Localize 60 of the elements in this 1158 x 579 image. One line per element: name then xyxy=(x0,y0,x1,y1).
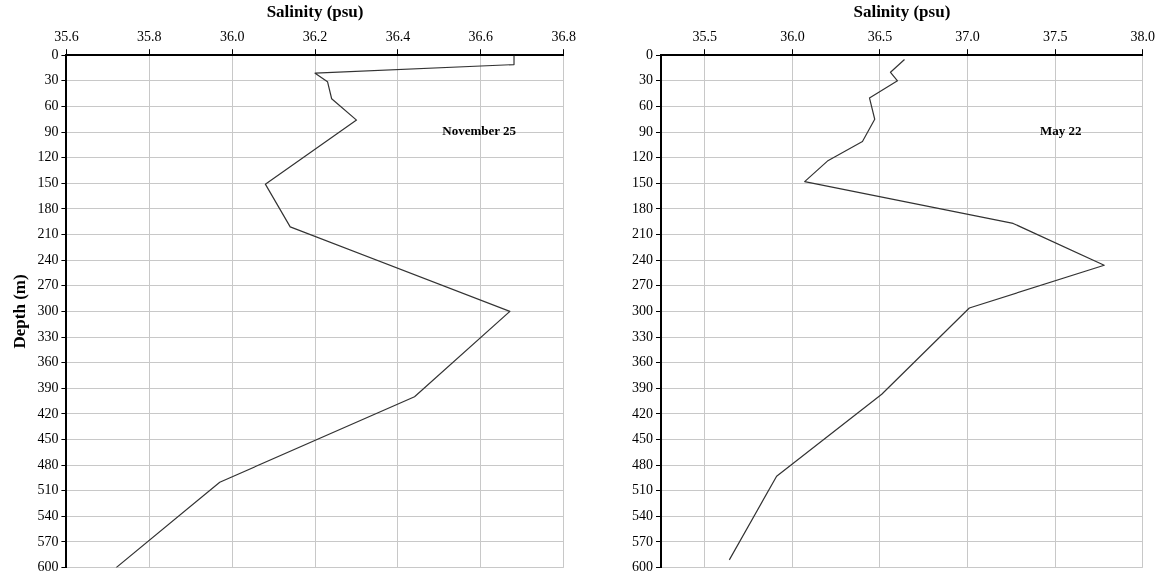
y-tick-label: 90 xyxy=(639,123,653,139)
y-tick-label: 510 xyxy=(632,482,653,498)
y-tick-label: 360 xyxy=(632,354,653,370)
y-tick-label: 330 xyxy=(37,328,59,344)
y-tick-label: 600 xyxy=(632,559,653,575)
y-tick-label: 60 xyxy=(44,98,59,114)
x-tick-label: 36.0 xyxy=(219,29,245,45)
y-tick-label: 510 xyxy=(37,482,59,498)
x-tick-label: 35.6 xyxy=(54,29,79,45)
y-tick-label: 210 xyxy=(37,226,59,242)
y-tick-label: 390 xyxy=(37,379,59,395)
y-tick-label: 0 xyxy=(646,46,653,62)
y-tick-label: 150 xyxy=(632,174,653,190)
x-tick-label: 36.6 xyxy=(468,29,494,45)
x-tick-label: 36.0 xyxy=(780,29,805,45)
y-tick-label: 240 xyxy=(632,251,653,267)
x-tick-label: 36.2 xyxy=(302,29,328,45)
x-tick-label: 36.5 xyxy=(867,29,893,45)
annotation: May 22 xyxy=(1040,123,1082,139)
x-tick-label: 37.5 xyxy=(1042,29,1068,45)
x-tick-label: 36.8 xyxy=(551,29,576,45)
y-tick-label: 570 xyxy=(632,533,653,549)
y-tick-label: 180 xyxy=(632,200,653,216)
y-tick-label: 0 xyxy=(51,46,59,62)
y-tick-label: 600 xyxy=(37,559,59,575)
y-tick-label: 390 xyxy=(632,379,653,395)
y-tick-label: 330 xyxy=(632,328,653,344)
y-tick-label: 180 xyxy=(37,200,59,216)
y-tick-label: 240 xyxy=(37,251,59,267)
y-tick-label: 120 xyxy=(632,149,653,165)
y-tick-label: 570 xyxy=(37,533,59,549)
annotation: November 25 xyxy=(442,123,517,139)
x-tick-label: 35.8 xyxy=(137,29,162,45)
y-tick-label: 540 xyxy=(632,508,653,524)
y-tick-label: 150 xyxy=(37,174,59,190)
y-tick-label: 30 xyxy=(639,72,653,88)
y-tick-label: 210 xyxy=(632,226,653,242)
y-tick-label: 270 xyxy=(632,277,653,293)
y-tick-label: 30 xyxy=(44,72,59,88)
y-tick-label: 360 xyxy=(37,354,59,370)
y-tick-label: 60 xyxy=(639,98,653,114)
x-tick-label: 35.5 xyxy=(692,29,718,45)
x-tick-label: 37.0 xyxy=(955,29,980,45)
y-tick-label: 300 xyxy=(37,303,59,319)
x-tick-label: 36.4 xyxy=(385,29,411,45)
y-tick-label: 450 xyxy=(37,431,59,447)
y-axis-title: Depth (m) xyxy=(9,274,29,349)
y-tick-label: 450 xyxy=(632,431,653,447)
y-tick-label: 90 xyxy=(44,123,59,139)
y-tick-label: 540 xyxy=(37,508,59,524)
y-tick-label: 420 xyxy=(37,405,59,421)
x-axis-title: Salinity (psu) xyxy=(853,1,951,21)
x-tick-label: 38.0 xyxy=(1130,29,1155,45)
y-tick-label: 270 xyxy=(37,277,59,293)
y-tick-label: 300 xyxy=(632,303,653,319)
x-axis-title: Salinity (psu) xyxy=(266,1,364,21)
y-tick-label: 120 xyxy=(37,149,59,165)
y-tick-label: 420 xyxy=(632,405,653,421)
y-tick-label: 480 xyxy=(632,456,653,472)
y-tick-label: 480 xyxy=(37,456,59,472)
